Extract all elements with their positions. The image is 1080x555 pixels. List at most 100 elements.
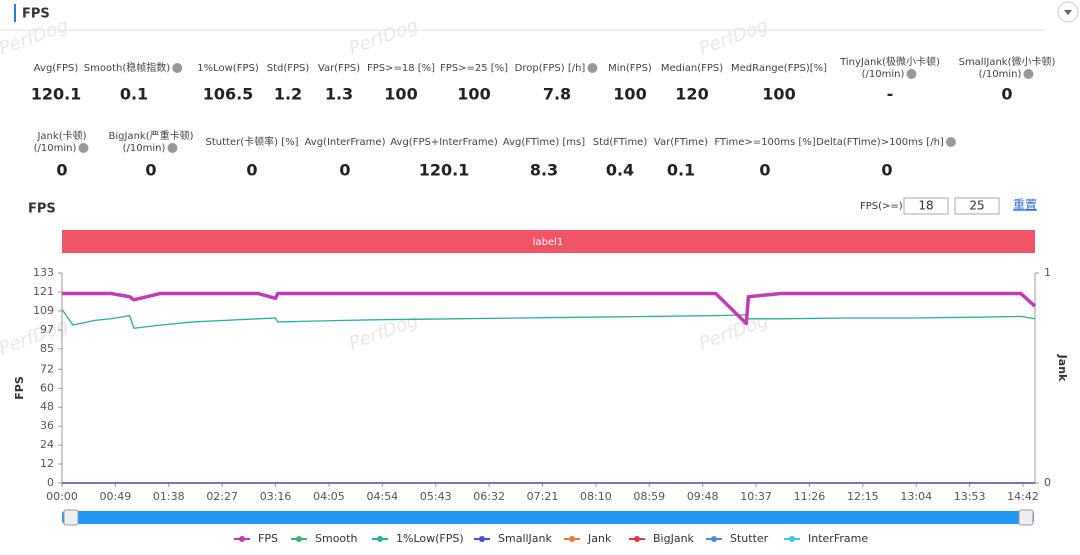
x-tick-label: 14:42 [1007,490,1039,503]
y-tick-label: 12 [40,457,54,470]
metric-value: 0 [759,161,770,180]
y-tick-label: 109 [33,304,54,317]
legend-label: 1%Low(FPS) [396,532,464,545]
legend-dot [479,536,485,542]
x-tick-label: 01:38 [153,490,185,503]
legend-dot [789,536,795,542]
x-tick-label: 06:32 [473,490,505,503]
metric-label: BigJank(严重卡顿) [109,129,194,142]
x-tick-label: 00:49 [100,490,132,503]
metric-label: Smooth(稳帧指数) [84,61,170,74]
y2-tick-label: 1 [1044,266,1051,279]
help-icon [167,143,178,153]
legend-label: SmallJank [498,532,553,545]
help-icon [587,63,598,73]
legend-label: Smooth [315,532,357,545]
slider-handle[interactable] [1018,509,1034,526]
series-line [61,308,1036,329]
threshold-input[interactable] [954,197,1000,215]
metric-value: - [887,85,894,104]
metric-value: 100 [762,85,795,104]
y-tick-label: 36 [40,419,54,432]
x-tick-label: 10:37 [740,490,772,503]
x-tick-label: 12:15 [847,490,879,503]
metric-label: TinyJank(极微小卡顿) [839,55,940,68]
metric-label: SmallJank(微小卡顿) [959,55,1056,68]
y-tick-label: 85 [40,342,54,355]
legend-dot [711,536,717,542]
metric-value: 0 [56,161,67,180]
legend-dot [296,536,302,542]
slider-handle[interactable] [63,509,79,526]
metric-value: 0 [246,161,257,180]
y-tick-label: 0 [47,476,54,489]
help-icon [945,137,956,147]
help-icon [78,143,89,153]
metric-value: 0 [1001,85,1012,104]
metric-label: Var(FTime) [654,137,708,148]
label-band [62,230,1035,253]
legend-label: InterFrame [808,532,868,545]
metric-label: Drop(FPS) [/h] [515,63,586,74]
y-tick-label: 133 [33,266,54,279]
y-tick-label: 48 [40,400,54,413]
legend-dot [634,536,640,542]
x-tick-label: 08:10 [580,490,612,503]
metric-value: 0.1 [120,85,148,104]
metric-label: FPS>=18 [%] [367,63,435,74]
y-tick-label: 24 [40,438,54,451]
metric-label: FTime>=100ms [%] [714,137,815,148]
threshold-value: 25 [969,199,984,213]
threshold-input[interactable] [903,197,949,215]
metric-label: Stutter(卡顿率) [%] [206,135,299,148]
help-icon [172,63,183,73]
band-label: label1 [533,237,564,248]
collapse-icon [1064,10,1072,15]
help-icon [906,69,917,79]
metric-label: (/10min) [34,143,77,154]
y2-axis-label: Jank [1056,354,1069,382]
x-tick-label: 00:00 [46,490,78,503]
metric-label: Avg(InterFrame) [305,137,386,148]
metric-value: 120.1 [31,85,82,104]
metric-value: 0 [339,161,350,180]
help-icon [1023,69,1034,79]
legend-label: Jank [587,532,612,545]
legend-label: FPS [258,532,278,545]
x-tick-label: 08:59 [633,490,665,503]
legend-dot [239,536,245,542]
x-tick-label: 09:48 [687,490,719,503]
y-tick-label: 60 [40,381,54,394]
x-tick-label: 11:26 [794,490,826,503]
x-tick-label: 13:04 [900,490,932,503]
metric-value: 8.3 [530,161,558,180]
metric-value: 100 [384,85,417,104]
metric-value: 120.1 [419,161,470,180]
metric-value: 7.8 [543,85,571,104]
metric-value: 100 [613,85,646,104]
y2-tick-label: 0 [1044,476,1051,489]
chart-title: FPS [28,202,56,217]
metric-value: 120 [675,85,708,104]
x-tick-label: 13:53 [954,490,986,503]
reset-link[interactable]: 重置 [1013,198,1037,212]
range-slider[interactable] [62,511,1034,524]
metric-label: Std(FTime) [593,137,648,148]
metric-value: 0.4 [606,161,634,180]
metric-label: (/10min) [862,69,905,80]
y-tick-label: 121 [33,285,54,298]
metric-label: Var(FPS) [318,63,360,74]
x-tick-label: 04:05 [313,490,345,503]
metric-value: 0.1 [667,161,695,180]
series-line [62,291,1037,326]
metric-label: Jank(卡顿) [36,129,86,142]
x-tick-label: 04:54 [366,490,398,503]
x-tick-label: 07:21 [527,490,559,503]
metric-label: Std(FPS) [267,63,310,74]
metric-value: 0 [881,161,892,180]
title-accent [14,4,16,22]
threshold-label: FPS(>=) [860,201,903,212]
metric-label: Min(FPS) [608,63,652,74]
